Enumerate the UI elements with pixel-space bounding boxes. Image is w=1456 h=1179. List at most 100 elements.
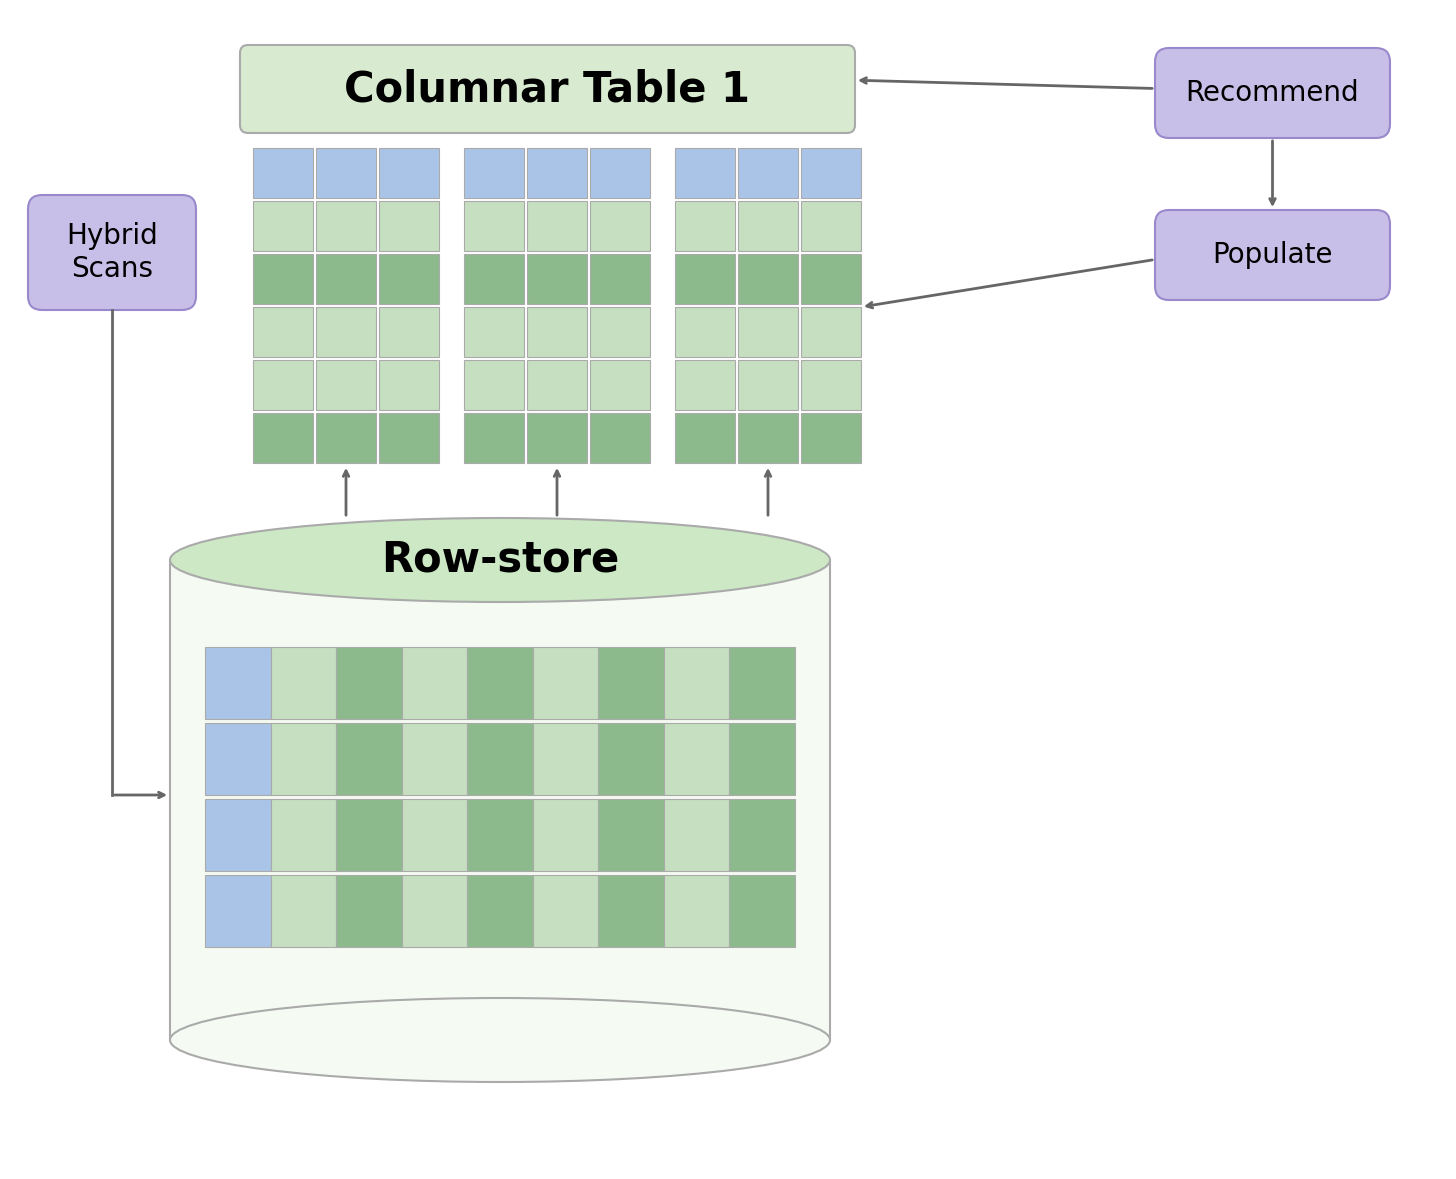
Bar (801, 360, 860, 410)
Bar (336, 799, 402, 871)
Bar (316, 360, 376, 410)
Bar (467, 875, 533, 947)
Bar (738, 253, 798, 304)
Bar (271, 647, 336, 719)
Bar (253, 413, 313, 463)
FancyBboxPatch shape (240, 45, 855, 133)
Bar (467, 799, 533, 871)
Bar (464, 413, 524, 463)
Bar (676, 360, 735, 410)
Bar (533, 647, 598, 719)
Bar (271, 875, 336, 947)
Bar (590, 149, 649, 198)
Bar (316, 413, 376, 463)
Bar (801, 200, 860, 251)
Bar (801, 253, 860, 304)
Bar (253, 200, 313, 251)
Bar (379, 360, 440, 410)
Bar (271, 799, 336, 871)
Bar (379, 149, 440, 198)
Bar (402, 875, 467, 947)
Bar (738, 360, 798, 410)
Bar (738, 200, 798, 251)
Bar (467, 723, 533, 795)
Bar (205, 875, 271, 947)
Bar (676, 149, 735, 198)
Bar (527, 307, 587, 357)
Bar (464, 307, 524, 357)
Bar (533, 723, 598, 795)
Bar (598, 799, 664, 871)
Bar (205, 723, 271, 795)
Bar (590, 307, 649, 357)
Text: Hybrid
Scans: Hybrid Scans (66, 223, 157, 283)
Bar (527, 149, 587, 198)
Bar (253, 307, 313, 357)
Bar (253, 149, 313, 198)
Bar (664, 723, 729, 795)
Bar (527, 360, 587, 410)
Ellipse shape (170, 997, 830, 1082)
Bar (527, 413, 587, 463)
Bar (379, 413, 440, 463)
Bar (738, 307, 798, 357)
Text: Recommend: Recommend (1185, 79, 1360, 107)
Bar (379, 307, 440, 357)
Bar (590, 413, 649, 463)
Bar (336, 723, 402, 795)
Bar (205, 799, 271, 871)
Bar (379, 200, 440, 251)
Bar (464, 149, 524, 198)
Bar (527, 253, 587, 304)
Bar (598, 723, 664, 795)
Bar (738, 413, 798, 463)
Bar (590, 360, 649, 410)
Bar (801, 413, 860, 463)
Bar (590, 200, 649, 251)
Bar (729, 723, 795, 795)
Bar (729, 647, 795, 719)
Bar (598, 647, 664, 719)
Bar (467, 647, 533, 719)
Bar (729, 875, 795, 947)
Bar (205, 647, 271, 719)
Bar (664, 875, 729, 947)
FancyBboxPatch shape (1155, 210, 1390, 299)
Bar (271, 723, 336, 795)
Bar (170, 560, 830, 1040)
Bar (379, 253, 440, 304)
Bar (729, 799, 795, 871)
Bar (464, 253, 524, 304)
Bar (676, 413, 735, 463)
Bar (316, 200, 376, 251)
Bar (464, 200, 524, 251)
Bar (590, 253, 649, 304)
Bar (402, 723, 467, 795)
Bar (402, 647, 467, 719)
Bar (676, 200, 735, 251)
Bar (316, 307, 376, 357)
Bar (402, 799, 467, 871)
Bar (336, 647, 402, 719)
Bar (464, 360, 524, 410)
Bar (253, 360, 313, 410)
Text: Columnar Table 1: Columnar Table 1 (345, 68, 750, 110)
Bar (664, 799, 729, 871)
Text: Row-store: Row-store (381, 539, 619, 581)
Bar (336, 875, 402, 947)
Ellipse shape (170, 518, 830, 602)
Bar (676, 307, 735, 357)
Bar (316, 149, 376, 198)
Bar (676, 253, 735, 304)
Bar (664, 647, 729, 719)
Bar (533, 799, 598, 871)
FancyBboxPatch shape (28, 195, 197, 310)
Text: Populate: Populate (1213, 241, 1332, 269)
Bar (801, 307, 860, 357)
Bar (598, 875, 664, 947)
Bar (316, 253, 376, 304)
FancyBboxPatch shape (1155, 48, 1390, 138)
Bar (527, 200, 587, 251)
Bar (738, 149, 798, 198)
Bar (801, 149, 860, 198)
